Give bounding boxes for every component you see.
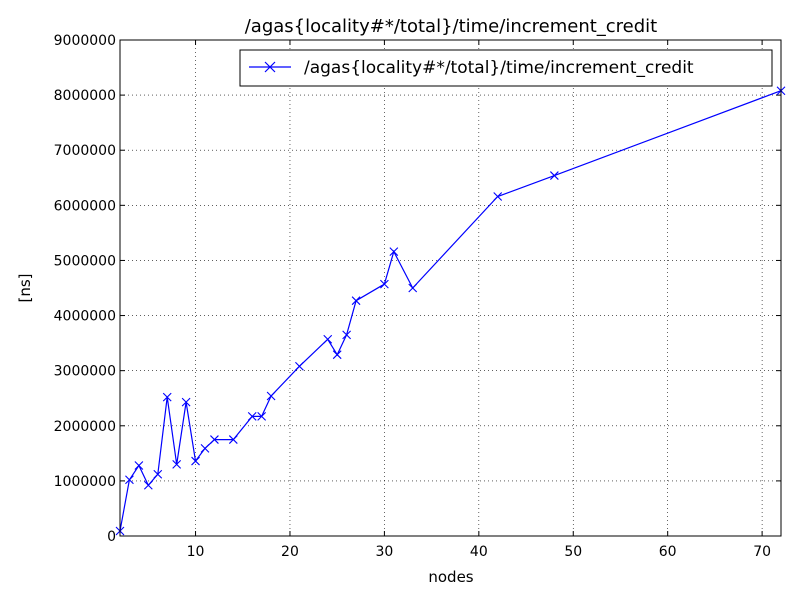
data-point-marker	[351, 296, 361, 306]
data-point-marker	[380, 279, 389, 289]
y-tick-label: 0	[107, 529, 116, 545]
data-point-marker	[323, 334, 333, 344]
x-tick-label: 20	[281, 544, 299, 560]
data-point-marker	[153, 469, 163, 479]
y-tick-label: 9000000	[54, 33, 116, 49]
data-point-marker	[295, 361, 304, 371]
data-point-marker	[200, 443, 210, 453]
y-tick-label: 5000000	[54, 253, 116, 269]
grid-lines	[120, 39, 781, 537]
chart-title: /agas{locality#*/total}/time/increment_c…	[245, 16, 658, 37]
legend: /agas{locality#*/total}/time/increment_c…	[239, 49, 773, 87]
data-point-marker	[266, 391, 276, 401]
series-line	[119, 90, 782, 532]
data-point-marker	[408, 283, 418, 293]
legend-box	[239, 49, 773, 87]
y-tick-label: 2000000	[54, 419, 116, 435]
y-tick-label: 6000000	[54, 198, 116, 214]
data-point-marker	[210, 435, 219, 444]
legend-marker	[264, 61, 276, 73]
data-point-marker	[181, 397, 191, 407]
data-point-marker	[162, 392, 172, 402]
x-axis-ticks: 10 20 30 40 50 60 70	[187, 40, 771, 560]
x-tick-label: 30	[375, 544, 393, 560]
data-point-marker	[191, 456, 200, 466]
y-tick-label: 8000000	[54, 88, 116, 104]
x-tick-label: 50	[564, 544, 582, 560]
series-layer	[115, 86, 786, 536]
y-tick-label: 7000000	[54, 143, 116, 159]
y-tick-label: 1000000	[54, 474, 116, 490]
x-tick-label: 40	[470, 544, 488, 560]
x-tick-label: 70	[753, 544, 771, 560]
x-axis-label: nodes	[428, 568, 473, 586]
data-point-marker	[134, 461, 144, 470]
data-point-marker	[549, 171, 559, 180]
y-tick-label: 3000000	[54, 364, 116, 380]
plot-frame	[119, 39, 782, 537]
data-point-marker	[125, 475, 134, 485]
y-axis-label: [ns]	[16, 273, 34, 302]
data-point-marker	[143, 480, 153, 490]
data-point-marker	[247, 412, 257, 421]
data-point-marker	[172, 459, 182, 469]
x-tick-label: 10	[187, 544, 205, 560]
data-point-marker	[332, 350, 342, 360]
data-point-marker	[342, 330, 352, 340]
legend-label: /agas{locality#*/total}/time/increment_c…	[304, 58, 694, 78]
y-tick-label: 4000000	[54, 309, 116, 325]
data-point-marker	[389, 247, 399, 257]
data-point-marker	[228, 435, 238, 444]
x-tick-label: 60	[659, 544, 677, 560]
data-point-marker	[257, 412, 267, 421]
y-axis-ticks: 0 1000000 2000000 3000000 4000000 5000000 6000…	[54, 33, 781, 545]
data-point-marker	[493, 192, 503, 201]
